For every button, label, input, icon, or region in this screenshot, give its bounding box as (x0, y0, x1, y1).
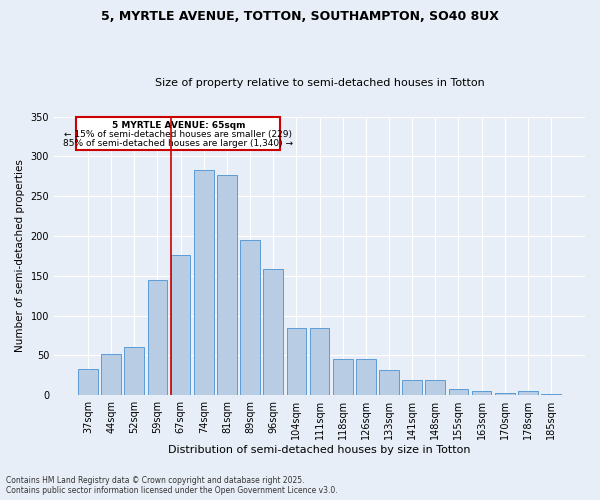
Bar (379, 370, 399, 395)
Bar (148, 280, 167, 395)
Bar (333, 358, 353, 395)
Bar (495, 393, 515, 395)
Bar (310, 328, 329, 395)
Title: Size of property relative to semi-detached houses in Totton: Size of property relative to semi-detach… (155, 78, 484, 88)
Text: Contains HM Land Registry data © Crown copyright and database right 2025.
Contai: Contains HM Land Registry data © Crown c… (6, 476, 338, 495)
Bar (124, 346, 144, 395)
Bar (101, 354, 121, 395)
Bar (194, 170, 214, 395)
Y-axis label: Number of semi-detached properties: Number of semi-detached properties (15, 160, 25, 352)
Bar (402, 380, 422, 395)
Bar (217, 174, 237, 395)
Text: ← 15% of semi-detached houses are smaller (229): ← 15% of semi-detached houses are smalle… (64, 130, 292, 139)
Bar (541, 394, 561, 395)
X-axis label: Distribution of semi-detached houses by size in Totton: Distribution of semi-detached houses by … (168, 445, 471, 455)
Text: 5 MYRTLE AVENUE: 65sqm: 5 MYRTLE AVENUE: 65sqm (112, 122, 245, 130)
Bar (171, 255, 190, 395)
Bar (472, 391, 491, 395)
Bar (449, 389, 468, 395)
Bar (425, 380, 445, 395)
Bar (78, 369, 98, 395)
Text: 5, MYRTLE AVENUE, TOTTON, SOUTHAMPTON, SO40 8UX: 5, MYRTLE AVENUE, TOTTON, SOUTHAMPTON, S… (101, 10, 499, 23)
FancyBboxPatch shape (76, 116, 280, 150)
Bar (518, 391, 538, 395)
Bar (356, 358, 376, 395)
Bar (240, 240, 260, 395)
Bar (263, 270, 283, 395)
Bar (287, 328, 306, 395)
Text: 85% of semi-detached houses are larger (1,340) →: 85% of semi-detached houses are larger (… (64, 139, 293, 148)
